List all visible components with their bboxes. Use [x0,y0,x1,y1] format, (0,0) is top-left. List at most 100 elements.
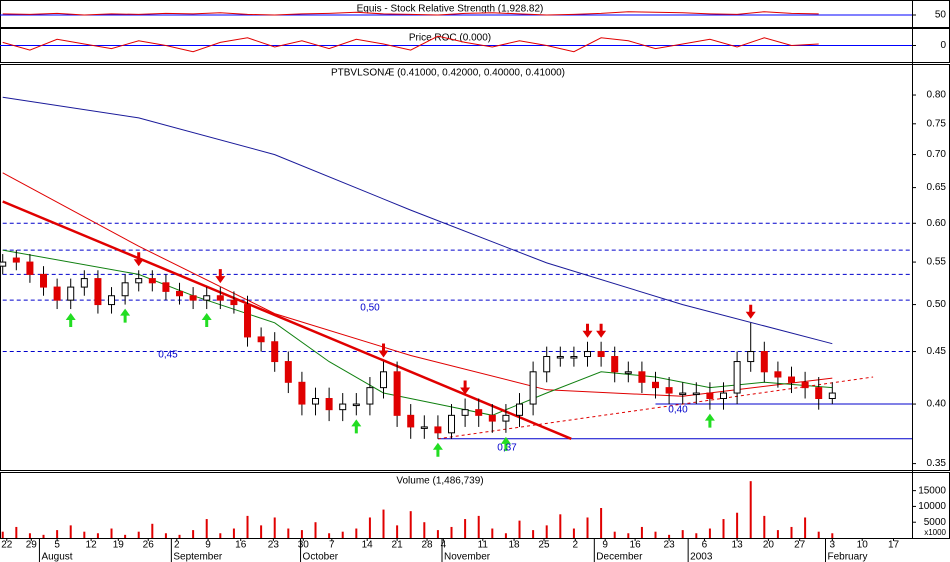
volume-bar [586,517,589,538]
candle-body [815,387,823,400]
month-label: February [828,552,868,562]
volume-bar [355,528,358,538]
volume-bar [110,528,113,538]
buy-arrow [65,313,76,328]
volume-bar [260,525,263,538]
volume-bar [314,522,317,538]
volume-bar [668,534,671,538]
sell-arrow [215,269,226,284]
volume-bar [368,517,371,538]
x-tick-label: 27 [794,540,806,551]
y-tick-label: 0 [940,40,946,51]
x-tick-label: 2 [572,540,578,551]
annotation: 0,40 [668,405,688,416]
candle-body [121,282,129,297]
volume-bar [382,509,385,538]
candle-body [40,273,48,288]
x-tick-label: 7 [329,540,335,551]
sell-arrow [378,343,389,358]
volume-bar [96,533,99,538]
sell-arrow [596,323,607,338]
sell-arrow [582,323,593,338]
volume-bar [42,534,45,538]
candle-body [312,398,320,405]
candle-body [543,356,551,373]
volume-bar [640,526,643,538]
candle-body [502,414,510,422]
volume-bar [409,511,412,538]
volume-bar [423,522,426,538]
y-tick-label: 10000 [918,501,946,512]
volume-bar [763,515,766,538]
y-tick-label: 0.65 [927,182,947,193]
volume-bar [28,533,31,538]
x-tick-label: 13 [732,540,744,551]
volume-bar [15,526,18,538]
candle-body [692,392,700,396]
y-tick-label: 0.55 [927,257,947,268]
volume-bar [545,525,548,538]
x-tick-label: 14 [362,540,374,551]
candle-body [461,409,469,416]
month-label: December [596,552,643,562]
candle-body [366,387,374,405]
volume-bar [124,534,127,538]
candle-body [203,295,211,301]
candle-body [216,295,224,301]
candle-body [529,371,537,405]
sell-arrow [745,304,756,319]
x-tick-label: 26 [143,540,155,551]
volume-bar [450,526,453,538]
y-tick-label: 0.45 [927,346,947,357]
volume-bar [790,526,793,538]
y-tick-label: 5000 [924,517,947,528]
candle-body [475,409,483,416]
volume-bar [708,528,711,538]
volume-bar [681,530,684,538]
candle-body [774,371,782,378]
x-tick-label: 18 [509,540,521,551]
moving-average [2,96,833,345]
volume-bar [287,528,290,538]
candle-body [760,351,768,373]
candle-body [80,278,88,288]
volume-bar [776,530,779,538]
volume-bar [137,531,140,538]
volume-bar [491,528,494,538]
x-tick-label: 23 [268,540,280,551]
volume-bar [572,528,575,538]
volume-bar [736,512,739,538]
volume-bar [695,533,698,538]
panel-title: Volume (1,486,739) [396,476,483,487]
sell-arrow [460,380,471,395]
volume-bar [273,517,276,538]
candle-body [230,299,238,306]
volume-bar [232,528,235,538]
candle-body [176,290,184,297]
x-tick-label: 19 [113,540,125,551]
volume-unit: x1000 [924,528,946,537]
candle-body [679,392,687,396]
candle-body [624,371,632,374]
x-tick-label: 9 [205,540,211,551]
candle-body [94,278,102,306]
volume-bar [559,514,562,538]
y-tick-label: 50 [935,10,947,21]
candle-body [12,257,20,263]
y-tick-label: 0.40 [927,399,947,410]
candle-body [284,361,292,383]
x-tick-label: 3 [830,540,836,551]
candle-body [597,351,605,358]
volume-bar [300,530,303,538]
volume-bar [817,531,820,538]
volume-bar [804,517,807,538]
trendline [437,376,874,440]
y-tick-label: 0.35 [927,458,947,469]
y-tick-label: 0.80 [927,90,947,101]
candle-body [611,356,619,373]
volume-bar [600,508,603,538]
x-tick-label: 10 [857,540,869,551]
volume-bar [151,523,154,538]
